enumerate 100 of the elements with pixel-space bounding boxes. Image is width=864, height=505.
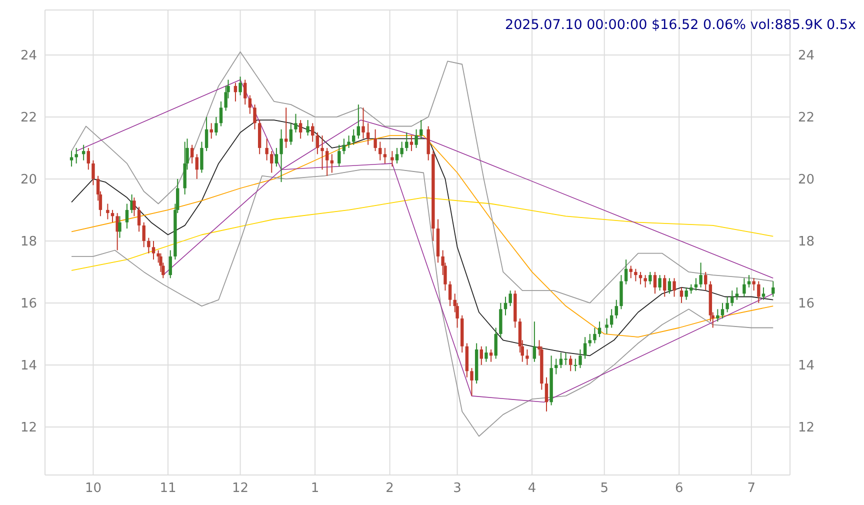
- candlestick: [168, 250, 172, 279]
- candlestick: [342, 138, 346, 155]
- x-tick-label: 1: [310, 481, 320, 496]
- candlestick: [383, 147, 387, 164]
- candlestick: [70, 150, 74, 168]
- candlestick: [347, 135, 350, 148]
- candlestick: [270, 150, 274, 174]
- candlestick: [204, 116, 208, 152]
- x-tick-label: 4: [528, 481, 536, 496]
- candlestick: [704, 271, 708, 292]
- candlestick: [147, 237, 150, 254]
- candlestick: [747, 274, 751, 288]
- candlestick: [316, 132, 320, 155]
- y2-tick-label: 18: [798, 234, 815, 250]
- candlestick: [390, 150, 394, 168]
- x-tick-label: 7: [747, 481, 756, 496]
- candlestick: [338, 144, 341, 168]
- candlestick: [352, 128, 356, 146]
- candlestick: [356, 104, 360, 140]
- candlestick: [578, 348, 582, 369]
- candlestick: [690, 284, 693, 294]
- candlestick: [244, 79, 247, 106]
- candlestick: [152, 240, 156, 260]
- candlestick: [629, 265, 632, 279]
- candlestick: [470, 368, 474, 396]
- y-tick-label: 12: [20, 420, 37, 436]
- candlestick: [663, 274, 666, 298]
- candlestick: [720, 302, 724, 319]
- candlestick: [320, 135, 324, 170]
- candlestick: [648, 271, 652, 285]
- candlestick: [405, 132, 408, 152]
- candlestick: [298, 120, 302, 140]
- candlestick: [526, 348, 529, 366]
- candlestick: [410, 135, 414, 152]
- candlestick: [762, 286, 766, 300]
- candlestick: [253, 104, 256, 130]
- candlestick: [238, 76, 242, 96]
- candlestick: [294, 113, 298, 133]
- candlestick: [672, 278, 676, 298]
- candlestick: [752, 278, 756, 292]
- candlestick: [658, 274, 662, 292]
- candlestick: [330, 154, 334, 174]
- y2-tick-label: 12: [798, 420, 815, 436]
- candlestick: [644, 274, 647, 288]
- candlestick: [142, 222, 146, 248]
- candlestick: [110, 209, 114, 223]
- candlestick: [684, 286, 688, 300]
- candlestick: [484, 346, 488, 362]
- candlestick: [306, 120, 310, 136]
- candlestick: [137, 206, 141, 232]
- candlestick: [214, 116, 218, 136]
- y-tick-label: 16: [20, 296, 37, 312]
- x-tick-label: 2: [386, 481, 394, 496]
- candlestick: [583, 336, 587, 360]
- candlestick: [757, 280, 760, 304]
- candlestick: [480, 346, 483, 366]
- y-tick-label: 18: [20, 234, 37, 250]
- candlestick: [284, 107, 288, 148]
- candlestick: [92, 160, 95, 186]
- y2-tick-label: 16: [798, 296, 815, 312]
- candlestick: [234, 82, 238, 102]
- candlestick: [362, 107, 365, 140]
- candlestick: [116, 212, 119, 251]
- candlestick: [742, 278, 746, 298]
- line-series: [71, 197, 774, 271]
- y-tick-label: 22: [20, 110, 37, 126]
- line-series: [71, 51, 774, 304]
- x-tick-label: 12: [232, 481, 249, 496]
- candlestick: [624, 259, 628, 285]
- candlestick: [414, 128, 418, 148]
- candlestick: [532, 321, 536, 362]
- candlestick: [86, 147, 90, 170]
- x-tick-label: 6: [674, 481, 684, 496]
- line-series: [71, 169, 774, 437]
- candlestick: [610, 308, 614, 328]
- candlestick: [716, 308, 720, 322]
- candlestick: [248, 94, 252, 114]
- candlestick: [325, 147, 329, 176]
- candlestick: [634, 268, 638, 282]
- text: 2025.07.10 00:00:00 $16.52 0.06% vol:885.9K 0.5x: [504, 17, 856, 33]
- candlestick: [378, 141, 382, 161]
- candlestick: [730, 290, 734, 307]
- candlestick: [395, 147, 399, 164]
- x-tick-label: 11: [160, 481, 176, 496]
- candlestick: [680, 286, 684, 304]
- candlestick: [668, 278, 672, 294]
- candlestick: [311, 122, 314, 142]
- candlestick: [289, 122, 293, 146]
- candlestick: [605, 318, 608, 334]
- candlestick: [132, 197, 136, 217]
- candlestick: [508, 290, 512, 307]
- candlestick: [598, 321, 602, 338]
- candlestick: [82, 144, 86, 161]
- candlestick: [638, 271, 642, 285]
- y2-tick-label: 14: [798, 358, 815, 374]
- candlestick: [448, 280, 452, 307]
- candlestick: [366, 122, 370, 146]
- x-tick-label: 5: [600, 481, 608, 496]
- candlestick: [554, 358, 558, 375]
- y2-tick-label: 20: [798, 172, 815, 188]
